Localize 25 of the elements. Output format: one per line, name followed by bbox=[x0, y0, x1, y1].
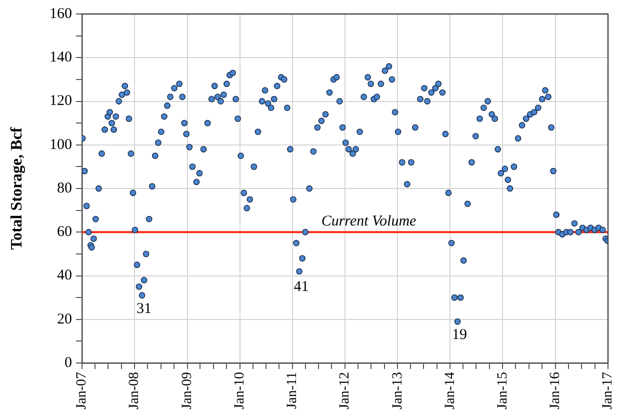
x-tick-label: Jan-07 bbox=[74, 372, 90, 410]
x-tick-label: Jan-09 bbox=[180, 372, 195, 410]
y-tick-label: 20 bbox=[57, 311, 72, 328]
y-tick-label: 140 bbox=[50, 50, 72, 66]
annotation: 41 bbox=[294, 279, 309, 296]
y-tick-label: 100 bbox=[50, 136, 72, 153]
y-axis-title: Total Storage, Bcf bbox=[8, 126, 26, 250]
x-tick-label: Jan-11 bbox=[285, 372, 300, 409]
x-tick-label: Jan-12 bbox=[338, 372, 353, 410]
x-tick-label: Jan-08 bbox=[127, 372, 142, 410]
x-tick-label: Jan-17 bbox=[600, 372, 616, 410]
ref-line-label: Current Volume bbox=[321, 214, 417, 230]
x-tick-label: Jan-14 bbox=[442, 372, 458, 410]
x-tick-label: Jan-13 bbox=[390, 372, 406, 410]
annotation: 31 bbox=[136, 300, 152, 317]
y-tick-label: 120 bbox=[50, 93, 72, 110]
y-tick-label: 60 bbox=[57, 224, 72, 240]
y-tick-label: 80 bbox=[57, 180, 72, 196]
y-tick-label: 40 bbox=[57, 268, 72, 284]
x-tick-label: Jan-16 bbox=[548, 372, 563, 410]
y-tick-label: 0 bbox=[64, 354, 72, 371]
x-tick-label: Jan-10 bbox=[232, 372, 248, 410]
y-tick-label: 160 bbox=[50, 6, 72, 22]
x-tick-label: Jan-15 bbox=[495, 372, 510, 410]
annotation: 19 bbox=[452, 326, 468, 343]
